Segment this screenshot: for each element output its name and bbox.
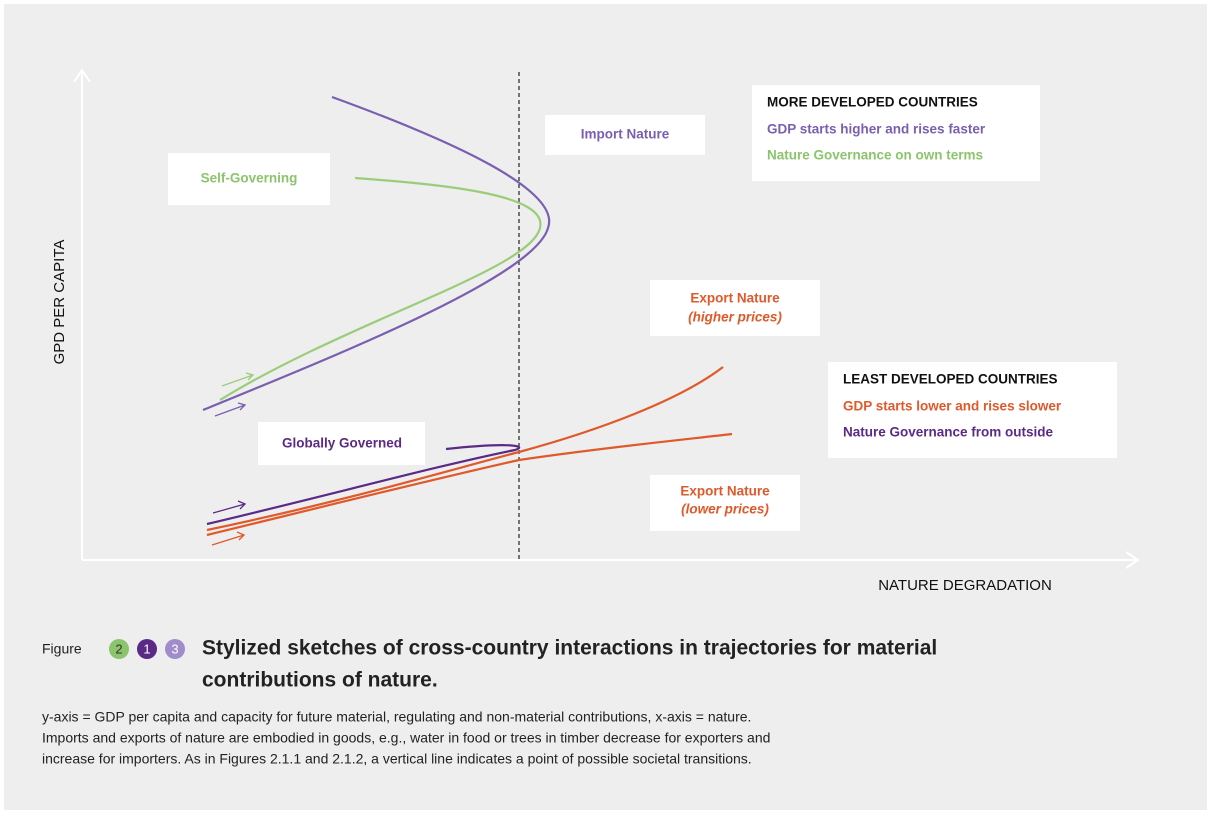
caption-title: Stylized sketches of cross-country inter… [202,637,937,660]
caption-body: Imports and exports of nature are embodi… [42,730,770,746]
arrow [211,531,246,546]
box-line: Nature Governance from outside [843,425,1054,440]
import-curve [202,95,551,412]
box-title: LEAST DEVELOPED COUNTRIES [843,372,1058,387]
self-curve [219,176,542,401]
box-line: Nature Governance on own terms [767,148,983,163]
box [168,153,330,205]
arrow [221,372,255,387]
number-badge [165,639,185,659]
box [752,85,1040,181]
caption-prefix: Figure [42,641,82,657]
label: (lower prices) [681,502,769,517]
box-line: GDP starts lower and rises slower [843,399,1062,414]
x-arrow [1125,551,1140,569]
label: Self-Governing [201,171,298,186]
direction-arrows [211,372,255,546]
arrow [214,402,247,417]
export-lower-curve [206,432,733,537]
arrow [212,500,247,514]
curves [202,95,733,537]
x-axis-label: NATURE DEGRADATION [878,577,1052,594]
label: Export Nature [690,291,780,306]
badge-text: 2 [115,641,122,656]
box [545,115,705,155]
caption-body: y-axis = GDP per capita and capacity for… [42,709,751,725]
global-curve [206,444,521,526]
box [650,280,820,336]
caption-body: increase for importers. As in Figures 2.… [42,751,752,767]
box [650,475,800,531]
box [258,422,425,465]
box-title: MORE DEVELOPED COUNTRIES [767,95,978,110]
box-line: GDP starts higher and rises faster [767,122,986,137]
label: Import Nature [581,127,670,142]
box [828,362,1117,458]
badge-text: 3 [171,641,178,656]
caption-title: contributions of nature. [202,669,438,692]
y-arrow [73,68,91,83]
number-badge [109,639,129,659]
badge-text: 1 [143,641,150,656]
y-axis-label: GPD PER CAPITA [51,240,68,365]
number-badge [137,639,157,659]
label: Globally Governed [282,436,402,451]
export-higher-curve [206,366,724,532]
label: (higher prices) [688,310,782,325]
boxes [168,85,1117,531]
axes [73,68,1140,569]
label: Export Nature [680,484,770,499]
